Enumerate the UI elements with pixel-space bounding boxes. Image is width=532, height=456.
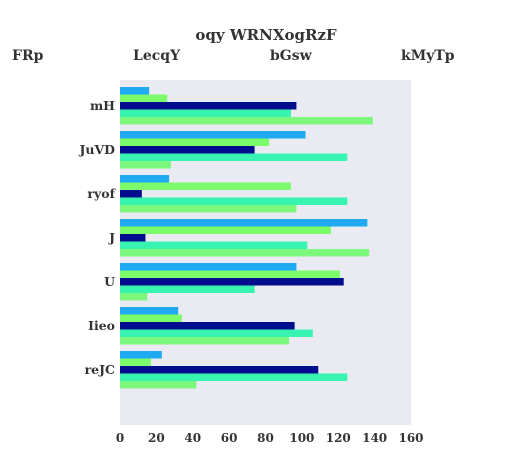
category-label: Iieo: [88, 318, 115, 333]
x-tick-label: 20: [148, 431, 165, 445]
x-tick-label: 140: [362, 431, 387, 445]
chart-title: oqy WRNXogRzF: [195, 26, 337, 44]
category-label: ryof: [87, 186, 116, 201]
bar-U-series-1: [120, 263, 297, 271]
bar-JuVD-series-4: [120, 153, 348, 161]
bar-J-series-5: [120, 249, 370, 257]
bar-U-series-3: [120, 278, 344, 286]
category-label: J: [108, 230, 115, 245]
category-label: JuVD: [78, 142, 115, 157]
bar-J-series-2: [120, 226, 331, 234]
x-tick-label: 100: [289, 431, 314, 445]
bar-mH-series-5: [120, 117, 373, 125]
bar-Iieo-series-3: [120, 322, 295, 330]
bar-Iieo-series-1: [120, 307, 179, 315]
category-label: U: [104, 274, 115, 289]
legend-entry-1: FRp: [12, 48, 44, 64]
x-tick-label: 0: [116, 431, 124, 445]
bar-JuVD-series-1: [120, 131, 306, 139]
bar-mH-series-1: [120, 87, 150, 95]
x-tick-label: 160: [398, 431, 423, 445]
bar-reJC-series-2: [120, 358, 151, 366]
bar-JuVD-series-2: [120, 138, 270, 146]
bar-ryof-series-4: [120, 197, 348, 205]
bar-JuVD-series-3: [120, 146, 255, 154]
bar-JuVD-series-5: [120, 161, 171, 169]
bar-reJC-series-3: [120, 366, 319, 374]
bar-reJC-series-1: [120, 351, 162, 359]
bar-reJC-series-5: [120, 381, 197, 389]
legend-entry-4: kMyTp: [401, 48, 455, 64]
bar-Iieo-series-4: [120, 329, 313, 337]
x-tick-label: 120: [326, 431, 351, 445]
bar-J-series-3: [120, 234, 146, 242]
bar-mH-series-2: [120, 94, 168, 102]
bar-mH-series-3: [120, 102, 297, 110]
bar-U-series-5: [120, 293, 148, 301]
bar-mH-series-4: [120, 109, 291, 117]
legend-entry-3: bGsw: [270, 48, 313, 64]
bar-ryof-series-2: [120, 182, 291, 190]
x-tick-label: 80: [257, 431, 274, 445]
bar-J-series-4: [120, 241, 308, 249]
bar-ryof-series-5: [120, 205, 297, 213]
bar-U-series-2: [120, 270, 341, 278]
bar-J-series-1: [120, 219, 368, 227]
category-labels: mH JuVD ryof J U Iieo reJC: [78, 98, 116, 377]
bar-U-series-4: [120, 285, 255, 293]
category-label: mH: [90, 98, 115, 113]
bar-ryof-series-3: [120, 190, 142, 198]
bar-ryof-series-1: [120, 175, 170, 183]
bar-reJC-series-4: [120, 373, 348, 381]
x-axis-ticks: 0 20 40 60 80 100 120 140 160: [116, 431, 424, 445]
x-tick-label: 40: [184, 431, 201, 445]
bar-Iieo-series-5: [120, 337, 290, 345]
bar-Iieo-series-2: [120, 314, 182, 322]
legend-entry-2: LecqY: [133, 48, 181, 64]
x-tick-label: 60: [221, 431, 238, 445]
bars: [120, 87, 373, 389]
category-label: reJC: [85, 362, 115, 377]
